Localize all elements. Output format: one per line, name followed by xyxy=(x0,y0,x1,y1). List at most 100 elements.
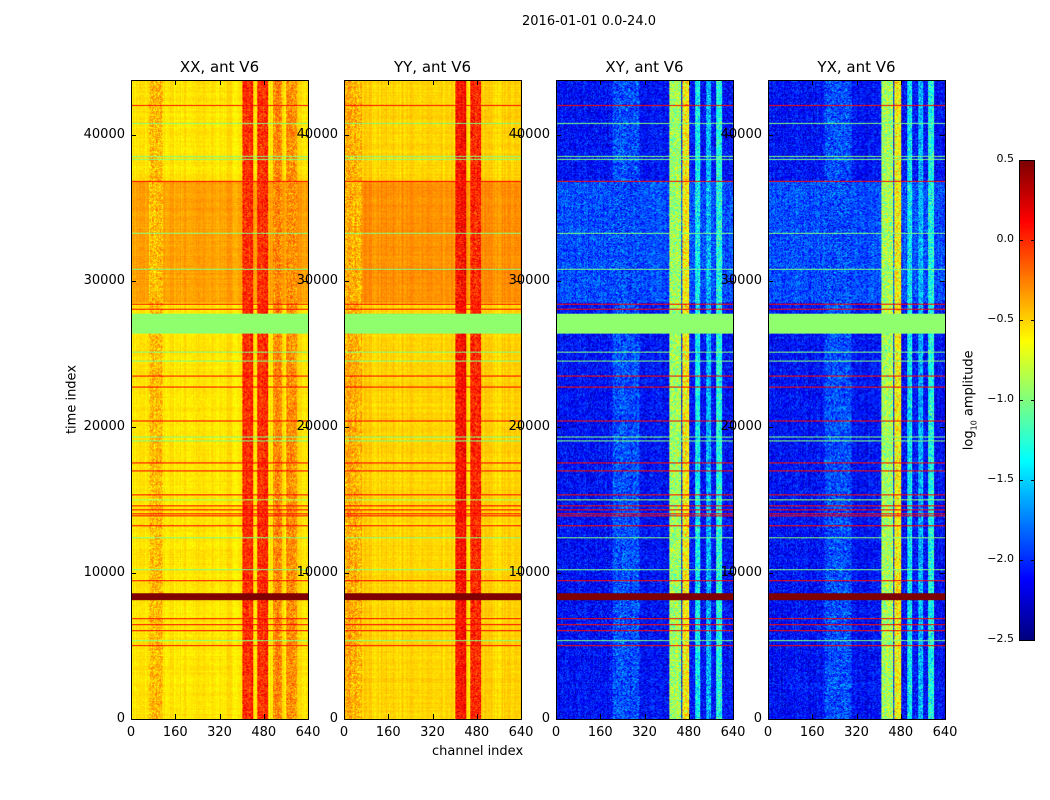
y-tick-mark xyxy=(728,135,733,137)
heatmap-panel xyxy=(131,80,309,720)
colorbar-tick-label: −2.0 xyxy=(987,552,1014,565)
colorbar-tick-label: 0.5 xyxy=(996,152,1015,165)
y-tick-label: 30000 xyxy=(296,273,338,289)
x-tick-label: 480 xyxy=(464,725,490,740)
heatmap-panel xyxy=(556,80,734,720)
colorbar-tick-mark xyxy=(1019,640,1023,641)
x-tick-mark xyxy=(131,80,132,85)
colorbar-tick-label: 0.0 xyxy=(996,232,1015,245)
y-tick-mark xyxy=(556,719,561,720)
x-tick-label: 480 xyxy=(676,725,702,740)
heatmap-image xyxy=(345,81,521,719)
heatmap-image xyxy=(557,81,733,719)
y-tick-mark xyxy=(940,427,945,429)
y-tick-label: 20000 xyxy=(720,419,762,435)
panel-title: XX, ant V6 xyxy=(179,58,260,76)
x-axis-label: channel index xyxy=(432,744,524,759)
colorbar-tick-label: −1.5 xyxy=(987,472,1014,485)
y-tick-mark xyxy=(728,281,733,283)
x-tick-mark xyxy=(175,714,177,719)
colorbar-tick-mark xyxy=(1031,400,1035,401)
x-tick-label: 320 xyxy=(844,725,869,740)
x-tick-label: 0 xyxy=(126,725,136,740)
y-tick-mark xyxy=(556,427,561,429)
x-tick-mark xyxy=(600,80,602,85)
y-tick-mark xyxy=(303,719,308,720)
y-tick-mark xyxy=(131,719,136,720)
x-tick-label: 160 xyxy=(375,725,401,740)
y-tick-mark xyxy=(940,573,945,575)
panel-title: YY, ant V6 xyxy=(393,58,471,76)
y-tick-label: 30000 xyxy=(83,273,125,289)
y-tick-label: 40000 xyxy=(83,127,125,143)
x-tick-mark xyxy=(644,80,646,85)
y-tick-mark xyxy=(728,719,733,720)
x-tick-label: 0 xyxy=(763,725,773,740)
y-tick-label: 30000 xyxy=(508,273,550,289)
y-tick-mark xyxy=(940,719,945,720)
x-tick-mark xyxy=(521,80,522,85)
y-tick-label: 20000 xyxy=(508,419,550,435)
x-tick-mark xyxy=(945,714,946,719)
x-tick-label: 480 xyxy=(888,725,914,740)
y-tick-mark xyxy=(556,135,561,137)
x-tick-label: 160 xyxy=(162,725,188,740)
y-tick-mark xyxy=(303,573,308,575)
x-tick-label: 320 xyxy=(420,725,445,740)
y-tick-mark xyxy=(303,281,308,283)
colorbar-tick-mark xyxy=(1019,320,1023,321)
x-tick-mark xyxy=(945,80,946,85)
y-tick-mark xyxy=(768,135,773,137)
colorbar-tick-mark xyxy=(1031,640,1035,641)
y-tick-mark xyxy=(344,281,349,283)
y-tick-mark xyxy=(131,135,136,137)
y-tick-label: 40000 xyxy=(508,127,550,143)
heatmap-image xyxy=(132,81,308,719)
x-tick-mark xyxy=(432,80,434,85)
x-tick-mark xyxy=(263,80,265,85)
y-tick-label: 40000 xyxy=(720,127,762,143)
x-tick-mark xyxy=(768,714,769,719)
colorbar-tick-mark xyxy=(1019,560,1023,561)
x-tick-mark xyxy=(856,80,858,85)
x-tick-label: 640 xyxy=(720,725,746,740)
heatmap-panel xyxy=(344,80,522,720)
colorbar-tick-label: −2.5 xyxy=(987,632,1014,645)
x-tick-label: 640 xyxy=(508,725,534,740)
x-tick-mark xyxy=(344,714,345,719)
colorbar-gradient xyxy=(1020,161,1034,640)
y-tick-label: 10000 xyxy=(508,565,550,581)
colorbar-tick-mark xyxy=(1019,480,1023,481)
x-tick-mark xyxy=(476,714,478,719)
y-tick-label: 10000 xyxy=(296,565,338,581)
colorbar-tick-mark xyxy=(1031,480,1035,481)
x-tick-mark xyxy=(556,714,557,719)
y-tick-mark xyxy=(516,281,521,283)
x-tick-mark xyxy=(812,714,814,719)
x-tick-mark xyxy=(733,714,734,719)
y-tick-mark xyxy=(728,427,733,429)
x-tick-mark xyxy=(521,714,522,719)
x-tick-mark xyxy=(308,80,309,85)
x-tick-mark xyxy=(263,714,265,719)
x-tick-mark xyxy=(219,714,221,719)
colorbar-tick-mark xyxy=(1019,160,1023,161)
x-tick-mark xyxy=(812,80,814,85)
y-tick-label: 0 xyxy=(116,711,125,726)
y-tick-mark xyxy=(516,135,521,137)
x-tick-mark xyxy=(600,714,602,719)
colorbar-tick-mark xyxy=(1019,240,1023,241)
heatmap-panel xyxy=(768,80,946,720)
x-tick-mark xyxy=(219,80,221,85)
colorbar-tick-mark xyxy=(1031,560,1035,561)
x-tick-mark xyxy=(131,714,132,719)
colorbar-label: log10 amplitude xyxy=(962,340,979,460)
y-tick-mark xyxy=(516,573,521,575)
x-tick-mark xyxy=(900,714,902,719)
y-tick-mark xyxy=(516,427,521,429)
colorbar-tick-mark xyxy=(1031,320,1035,321)
colorbar-tick-label: −1.0 xyxy=(987,392,1014,405)
y-tick-mark xyxy=(728,573,733,575)
panel-title: XY, ant V6 xyxy=(605,58,684,76)
x-tick-mark xyxy=(644,714,646,719)
